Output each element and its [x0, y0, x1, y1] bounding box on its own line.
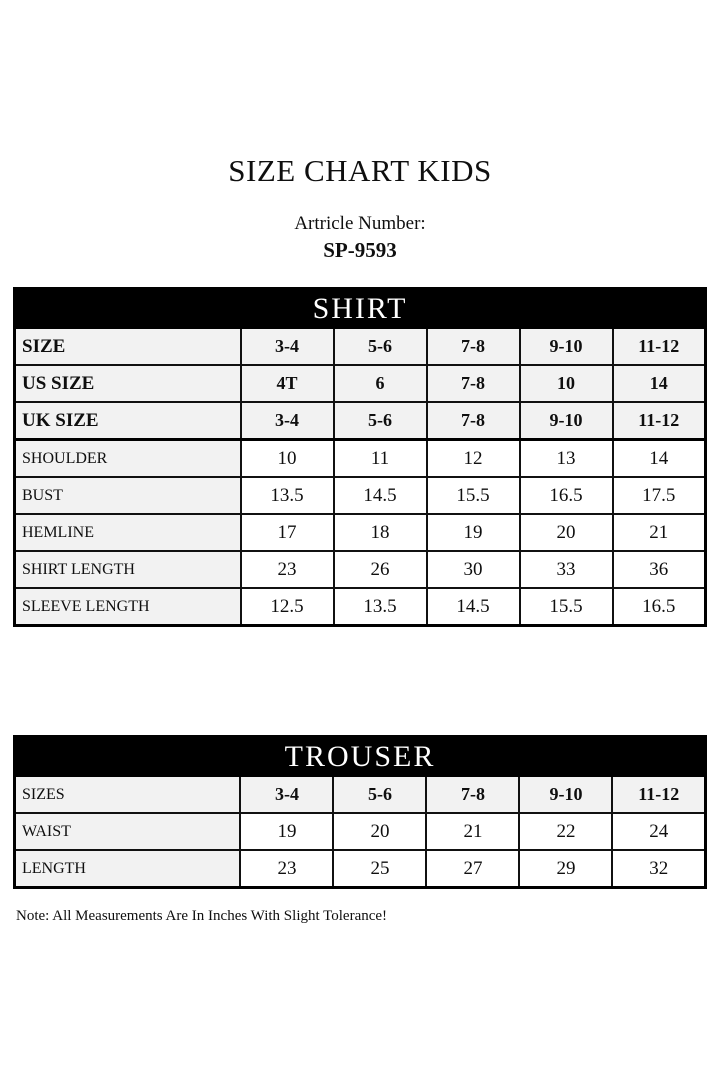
table-row: SLEEVE LENGTH 12.5 13.5 14.5 15.5 16.5 — [13, 587, 707, 627]
cell-value: 10 — [239, 438, 335, 478]
row-label: UK SIZE — [13, 401, 242, 441]
cell-value: 7-8 — [425, 401, 521, 441]
trouser-size-table: TROUSER SIZES 3-4 5-6 7-8 9-10 11-12 WAIST 19 20 2… — [12, 735, 708, 889]
size-chart-page: SIZE CHART KIDS Artricle Number: SP-9593… — [12, 153, 708, 924]
cell-value: 20 — [332, 812, 428, 851]
cell-value: 11-12 — [611, 775, 707, 814]
row-label: HEMLINE — [13, 513, 242, 552]
row-label: LENGTH — [13, 849, 242, 889]
cell-value: 11 — [332, 438, 428, 478]
cell-value: 14 — [611, 438, 707, 478]
row-label: SLEEVE LENGTH — [13, 587, 242, 627]
cell-value: 7-8 — [425, 775, 521, 814]
cell-value: 5-6 — [332, 327, 428, 366]
article-number-value: SP-9593 — [323, 238, 397, 262]
cell-value: 16.5 — [518, 476, 614, 515]
cell-value: 21 — [425, 812, 521, 851]
cell-value: 33 — [518, 550, 614, 589]
cell-value: 16.5 — [611, 587, 707, 627]
cell-value: 3-4 — [239, 775, 335, 814]
table-row: SIZES 3-4 5-6 7-8 9-10 11-12 — [13, 775, 707, 814]
row-label: SIZE — [13, 327, 242, 366]
cell-value: 7-8 — [425, 327, 521, 366]
cell-value: 11-12 — [611, 327, 707, 366]
cell-value: 17 — [239, 513, 335, 552]
page-title: SIZE CHART KIDS — [228, 153, 492, 188]
table-title-row: SHIRT — [13, 287, 707, 329]
cell-value: 13.5 — [239, 476, 335, 515]
cell-value: 15.5 — [518, 587, 614, 627]
cell-value: 4T — [239, 364, 335, 403]
cell-value: 17.5 — [611, 476, 707, 515]
table-row: HEMLINE 17 18 19 20 21 — [13, 513, 707, 552]
cell-value: 14 — [611, 364, 707, 403]
cell-value: 13.5 — [332, 587, 428, 627]
cell-value: 6 — [332, 364, 428, 403]
table-row: SIZE 3-4 5-6 7-8 9-10 11-12 — [13, 327, 707, 366]
cell-value: 12.5 — [239, 587, 335, 627]
cell-value: 36 — [611, 550, 707, 589]
table-row: UK SIZE 3-4 5-6 7-8 9-10 11-12 — [13, 401, 707, 441]
shirt-size-table: SHIRT SIZE 3-4 5-6 7-8 9-10 11-12 US SIZE 4T 6 7-8… — [13, 287, 707, 627]
cell-value: 18 — [332, 513, 428, 552]
table-title: TROUSER — [13, 735, 707, 777]
cell-value: 23 — [239, 849, 335, 889]
cell-value: 14.5 — [332, 476, 428, 515]
table-row: BUST 13.5 14.5 15.5 16.5 17.5 — [13, 476, 707, 515]
cell-value: 9-10 — [518, 327, 614, 366]
cell-value: 26 — [332, 550, 428, 589]
table-row: SHIRT LENGTH 23 26 30 33 36 — [13, 550, 707, 589]
cell-value: 21 — [611, 513, 707, 552]
cell-value: 32 — [611, 849, 707, 889]
cell-value: 3-4 — [239, 401, 335, 441]
table-title: SHIRT — [13, 287, 707, 329]
table-row: SHOULDER 10 11 12 13 14 — [13, 438, 707, 478]
cell-value: 19 — [239, 812, 335, 851]
cell-value: 25 — [332, 849, 428, 889]
row-label: WAIST — [13, 812, 242, 851]
row-label: BUST — [13, 476, 242, 515]
row-label: SHIRT LENGTH — [13, 550, 242, 589]
cell-value: 23 — [239, 550, 335, 589]
cell-value: 9-10 — [518, 775, 614, 814]
cell-value: 30 — [425, 550, 521, 589]
table-row: US SIZE 4T 6 7-8 10 14 — [13, 364, 707, 403]
cell-value: 29 — [518, 849, 614, 889]
cell-value: 10 — [518, 364, 614, 403]
table-title-row: TROUSER — [13, 735, 707, 777]
cell-value: 13 — [518, 438, 614, 478]
article-number-label: Artricle Number: — [294, 213, 426, 234]
measurement-note: Note: All Measurements Are In Inches Wit… — [16, 908, 388, 924]
cell-value: 22 — [518, 812, 614, 851]
cell-value: 3-4 — [239, 327, 335, 366]
cell-value: 7-8 — [425, 364, 521, 403]
cell-value: 5-6 — [332, 401, 428, 441]
cell-value: 20 — [518, 513, 614, 552]
row-label: SHOULDER — [13, 438, 242, 478]
cell-value: 9-10 — [518, 401, 614, 441]
row-label: US SIZE — [13, 364, 242, 403]
cell-value: 11-12 — [611, 401, 707, 441]
cell-value: 19 — [425, 513, 521, 552]
cell-value: 27 — [425, 849, 521, 889]
cell-value: 14.5 — [425, 587, 521, 627]
cell-value: 12 — [425, 438, 521, 478]
cell-value: 24 — [611, 812, 707, 851]
table-row: WAIST 19 20 21 22 24 — [13, 812, 707, 851]
row-label: SIZES — [13, 775, 242, 814]
cell-value: 15.5 — [425, 476, 521, 515]
table-row: LENGTH 23 25 27 29 32 — [13, 849, 707, 889]
cell-value: 5-6 — [332, 775, 428, 814]
